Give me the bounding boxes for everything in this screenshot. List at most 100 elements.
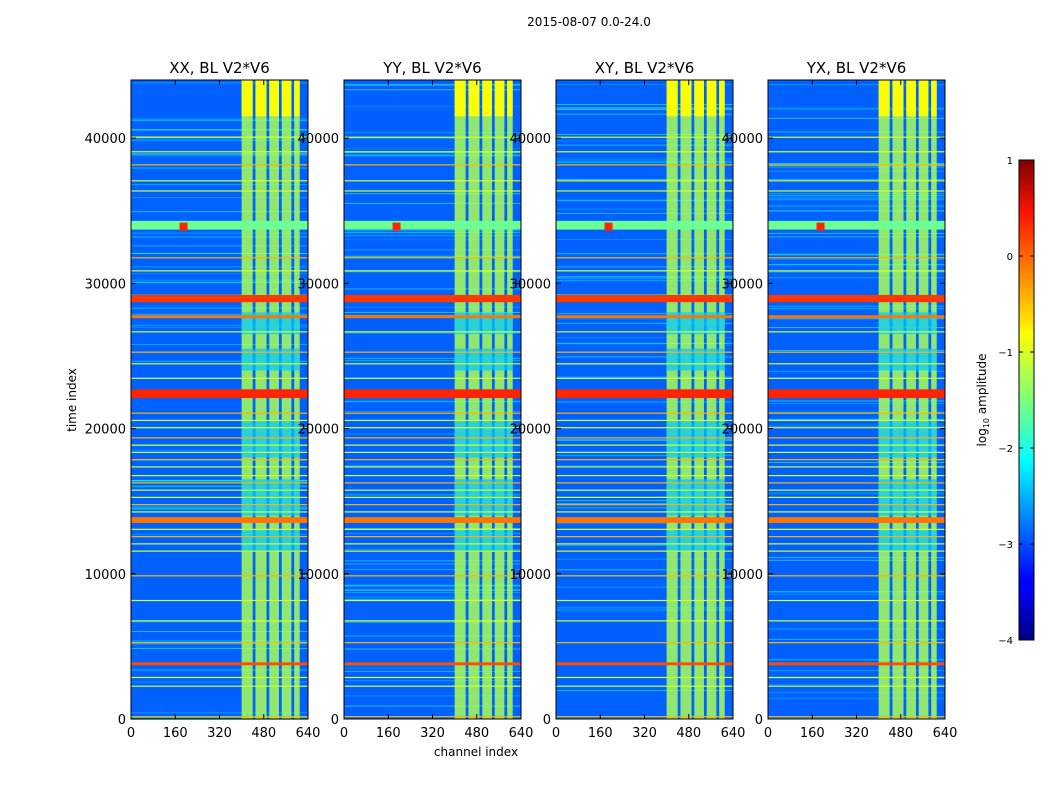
heatmap-time-streak: [556, 160, 733, 162]
heatmap-rfi-band: [918, 80, 929, 719]
heatmap-time-streak: [556, 454, 733, 456]
y-tick-label: 10000: [85, 568, 126, 583]
heatmap-time-streak: [344, 592, 521, 594]
heatmap-background: [768, 80, 945, 719]
heatmap-time-streak: [556, 276, 733, 278]
heatmap-time-streak: [344, 563, 521, 565]
heatmap-rfi-band: [906, 80, 916, 719]
heatmap-bright-band: [131, 517, 308, 523]
y-tick-label: 20000: [85, 423, 126, 438]
heatmap-rfi-band-top: [494, 80, 505, 117]
heatmap-time-streak: [344, 249, 521, 251]
heatmap-time-streak: [131, 272, 308, 274]
colorbar-tick-label: −1: [998, 348, 1013, 359]
heatmap-bright-line: [768, 151, 945, 153]
heatmap-bright-band: [131, 315, 308, 319]
heatmap-time-streak: [556, 439, 733, 441]
heatmap-time-streak: [556, 280, 733, 282]
heatmap-time-streak: [131, 681, 308, 683]
heatmap-time-streak: [768, 308, 945, 310]
heatmap-bright-line: [131, 437, 308, 439]
heatmap-time-streak: [131, 307, 308, 309]
heatmap-bright-band: [344, 220, 521, 230]
heatmap-time-streak: [556, 322, 733, 324]
heatmap-rfi-band: [241, 80, 253, 719]
heatmap-time-streak: [556, 293, 733, 295]
heatmap-bright-line: [556, 620, 733, 622]
heatmap-bright-line: [768, 599, 945, 602]
heatmap-time-streak: [131, 486, 308, 488]
heatmap-time-streak: [131, 534, 308, 536]
heatmap-rfi-band-top: [241, 80, 253, 117]
heatmap-bright-line: [556, 676, 733, 679]
y-tick-label: 40000: [298, 132, 339, 147]
x-tick-label: 640: [721, 726, 746, 741]
heatmap-time-streak: [344, 193, 521, 195]
heatmap-bright-line: [131, 475, 308, 477]
x-tick-label: 320: [207, 726, 232, 741]
y-tick-label: 30000: [85, 277, 126, 292]
heatmap-bright-line: [768, 550, 945, 552]
heatmap-bright-line: [131, 482, 308, 484]
heatmap-time-streak: [768, 199, 945, 201]
heatmap-time-streak: [556, 401, 733, 403]
colorbar-tick-label: 0: [1007, 252, 1013, 263]
x-tick-label: 160: [800, 726, 825, 741]
heatmap-time-streak: [131, 630, 308, 632]
heatmap-time-streak: [768, 318, 945, 320]
heatmap-time-streak: [768, 349, 945, 351]
heatmap-bright-line: [131, 377, 308, 379]
heatmap-bright-line: [131, 412, 308, 414]
heatmap-bright-line: [768, 136, 945, 138]
heatmap-time-streak: [556, 144, 733, 146]
heatmap-flagged-block: [878, 348, 937, 371]
heatmap-bright-line: [131, 511, 308, 513]
heatmap-time-streak: [344, 705, 521, 707]
heatmap-time-streak: [344, 132, 521, 134]
heatmap-bright-line: [131, 427, 308, 429]
heatmap-time-streak: [131, 252, 308, 254]
heatmap-time-streak: [131, 480, 308, 482]
heatmap-time-streak: [131, 669, 308, 671]
y-tick-label: 40000: [85, 132, 126, 147]
heatmap-bright-line: [556, 377, 733, 379]
heatmap-time-streak: [768, 178, 945, 180]
heatmap-time-streak: [556, 610, 733, 612]
heatmap-time-streak: [131, 281, 308, 283]
heatmap-time-streak: [344, 494, 521, 496]
x-tick-label: 320: [844, 726, 869, 741]
y-tick-label: 0: [755, 713, 763, 728]
heatmap-bright-line: [768, 466, 945, 468]
x-tick-label: 480: [464, 726, 489, 741]
heatmap-time-streak: [556, 266, 733, 268]
heatmap-bright-line: [131, 136, 308, 138]
heatmap-time-streak: [556, 140, 733, 142]
heatmap-bright-line: [344, 475, 521, 477]
heatmap-rfi-band: [892, 80, 904, 719]
heatmap-bright-line: [344, 620, 521, 622]
heatmap-time-streak: [556, 490, 733, 492]
heatmap-rfi-band-top: [906, 80, 916, 117]
x-tick-label: 480: [888, 726, 913, 741]
x-tick-label: 640: [509, 726, 534, 741]
heatmap-bright-line: [768, 351, 945, 353]
heatmap-time-streak: [556, 212, 733, 214]
heatmap-bright-line: [768, 482, 945, 484]
y-axis-label: time index: [65, 368, 79, 432]
heatmap-time-streak: [344, 255, 521, 257]
heatmap-time-streak: [344, 155, 521, 157]
heatmap-bright-line: [768, 190, 945, 192]
heatmap-bright-line: [556, 496, 733, 499]
heatmap-bright-line: [556, 451, 733, 453]
heatmap-flagged-block: [454, 530, 513, 552]
heatmap-bright-line: [768, 676, 945, 679]
heatmap-time-streak: [768, 108, 945, 110]
heatmap-rfi-band-top: [269, 80, 279, 117]
x-tick-label: 160: [588, 726, 613, 741]
heatmap-bright-line: [131, 180, 308, 182]
heatmap-time-streak: [768, 232, 945, 234]
heatmap-bright-line: [344, 599, 521, 602]
heatmap-bright-line: [768, 331, 945, 333]
heatmap-bright-line: [556, 419, 733, 422]
heatmap-bright-line: [768, 489, 945, 491]
